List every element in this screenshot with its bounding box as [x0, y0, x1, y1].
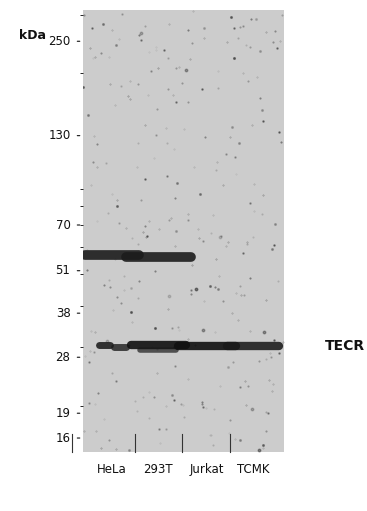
Text: Jurkat: Jurkat	[189, 462, 224, 476]
Text: 293T: 293T	[143, 462, 173, 476]
Text: 130: 130	[48, 129, 70, 142]
Text: 38: 38	[56, 307, 70, 320]
Text: 51: 51	[55, 264, 70, 277]
Text: 16: 16	[55, 431, 70, 445]
Text: HeLa: HeLa	[97, 462, 127, 476]
Text: 70: 70	[55, 219, 70, 231]
Text: 19: 19	[55, 407, 70, 420]
Text: 28: 28	[55, 351, 70, 364]
Text: kDa: kDa	[19, 29, 46, 42]
Text: 250: 250	[48, 35, 70, 48]
Text: TECR: TECR	[325, 339, 365, 353]
Text: TCMK: TCMK	[237, 462, 269, 476]
